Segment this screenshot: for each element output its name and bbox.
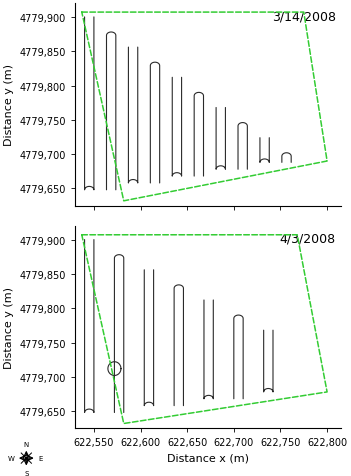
X-axis label: Distance x (m): Distance x (m)	[167, 453, 249, 463]
Text: E: E	[39, 455, 43, 461]
Text: N: N	[24, 441, 29, 447]
Y-axis label: Distance y (m): Distance y (m)	[4, 64, 14, 146]
Text: 4/3/2008: 4/3/2008	[280, 232, 336, 246]
Y-axis label: Distance y (m): Distance y (m)	[4, 287, 14, 368]
Text: W: W	[8, 455, 15, 461]
Text: S: S	[24, 470, 28, 476]
Text: 3/14/2008: 3/14/2008	[272, 10, 336, 23]
